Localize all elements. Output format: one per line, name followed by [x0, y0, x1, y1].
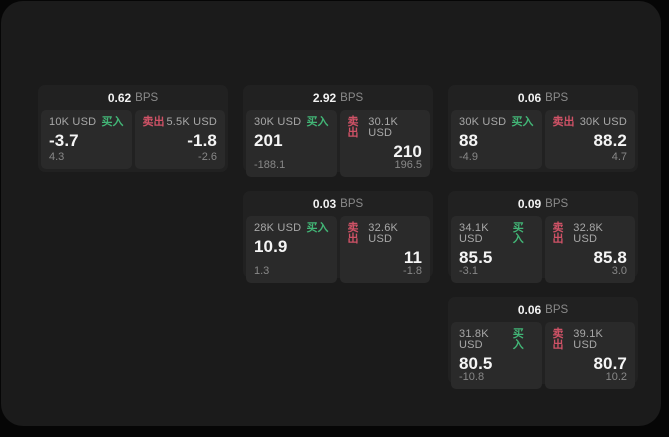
buy-action-label[interactable]: 买入: [306, 222, 329, 234]
buy-sub-value: -4.9: [459, 151, 478, 163]
sell-price: -1.8: [187, 131, 217, 150]
buy-sub-value: -188.1: [254, 159, 286, 171]
buy-sub-value: -3.1: [459, 265, 478, 277]
sell-amount: 32.6K USD: [368, 222, 399, 245]
spread-value: 2.92: [312, 90, 337, 105]
panels-row: 10K USD 买入 -3.7 4.3 卖出 5.5K USD -1.8 -2.…: [38, 108, 228, 172]
card-header: 0.09 BPS: [448, 191, 638, 214]
sell-sub-value: 196.5: [394, 159, 422, 171]
sell-sub-value: 4.7: [611, 151, 627, 163]
sell-price: 210: [393, 142, 422, 161]
spread-value: 0.09: [517, 196, 542, 211]
buy-action-label[interactable]: 买入: [511, 116, 534, 128]
sell-panel[interactable]: 卖出 32.6K USD 11 -1.8: [339, 216, 430, 283]
sell-sub-value: -2.6: [198, 151, 217, 163]
buy-action-label[interactable]: 买入: [512, 222, 524, 245]
buy-action-label[interactable]: 买入: [306, 116, 329, 128]
buy-action-label[interactable]: 买入: [101, 116, 124, 128]
spread-value: 0.06: [517, 90, 542, 105]
buy-sub-value: -10.8: [459, 371, 485, 383]
buy-price: 88: [459, 131, 479, 150]
sell-price: 88.2: [593, 131, 627, 150]
sell-sub-value: 3.0: [611, 265, 627, 277]
sell-action-label[interactable]: 卖出: [552, 116, 575, 128]
buy-action-label[interactable]: 买入: [512, 328, 524, 351]
quote-card: 0.09 BPS 34.1K USD 买入 85.5 -3.1 卖出 32.8K…: [448, 191, 638, 283]
sell-amount: 39.1K USD: [573, 328, 604, 351]
buy-amount: 30K USD: [254, 116, 302, 128]
card-header: 2.92 BPS: [243, 85, 433, 108]
app-window: 0.62 BPS 10K USD 买入 -3.7 4.3 卖出 5.5K USD: [1, 1, 661, 426]
panels-row: 30K USD 买入 88 -4.9 卖出 30K USD 88.2 4.7: [448, 108, 638, 172]
buy-price: 201: [254, 131, 283, 150]
sell-action-label[interactable]: 卖出: [552, 222, 564, 245]
buy-amount: 28K USD: [254, 222, 302, 234]
spread-unit-label: BPS: [545, 303, 569, 316]
spread-value: 0.06: [517, 302, 542, 317]
buy-panel[interactable]: 31.8K USD 买入 80.5 -10.8: [451, 322, 542, 389]
buy-sub-value: 1.3: [254, 265, 270, 277]
sell-sub-value: -1.8: [403, 265, 422, 277]
sell-amount: 30K USD: [579, 116, 627, 128]
sell-amount: 30.1K USD: [368, 116, 399, 139]
quote-card: 0.06 BPS 30K USD 买入 88 -4.9 卖出 30K USD: [448, 85, 638, 172]
quote-card: 0.06 BPS 31.8K USD 买入 80.5 -10.8 卖出 39.1…: [448, 297, 638, 389]
panels-row: 30K USD 买入 201 -188.1 卖出 30.1K USD 210 1…: [243, 108, 433, 180]
sell-action-label[interactable]: 卖出: [142, 116, 165, 128]
quote-card: 0.62 BPS 10K USD 买入 -3.7 4.3 卖出 5.5K USD: [38, 85, 228, 172]
sell-price: 80.7: [593, 354, 627, 373]
buy-amount: 31.8K USD: [459, 328, 489, 351]
quote-card-grid: 0.62 BPS 10K USD 买入 -3.7 4.3 卖出 5.5K USD: [38, 85, 638, 389]
spread-value: 0.62: [107, 90, 132, 105]
sell-price: 11: [403, 248, 422, 267]
buy-amount: 10K USD: [49, 116, 97, 128]
panels-row: 28K USD 买入 10.9 1.3 卖出 32.6K USD 11 -1.8: [243, 214, 433, 286]
sell-price: 85.8: [593, 248, 627, 267]
card-header: 0.06 BPS: [448, 297, 638, 320]
sell-panel[interactable]: 卖出 30.1K USD 210 196.5: [339, 110, 430, 177]
buy-panel[interactable]: 28K USD 买入 10.9 1.3: [246, 216, 337, 283]
sell-amount: 32.8K USD: [573, 222, 604, 245]
sell-panel[interactable]: 卖出 39.1K USD 80.7 10.2: [544, 322, 635, 389]
buy-amount: 30K USD: [459, 116, 507, 128]
sell-action-label[interactable]: 卖出: [347, 222, 359, 245]
spread-unit-label: BPS: [135, 91, 159, 104]
sell-panel[interactable]: 卖出 30K USD 88.2 4.7: [544, 110, 635, 169]
buy-price: 80.5: [459, 354, 493, 373]
sell-sub-value: 10.2: [605, 371, 627, 383]
sell-action-label[interactable]: 卖出: [347, 116, 359, 139]
quote-card: 2.92 BPS 30K USD 买入 201 -188.1 卖出 30.1K …: [243, 85, 433, 177]
buy-price: 10.9: [254, 237, 288, 256]
buy-amount: 34.1K USD: [459, 222, 489, 245]
card-header: 0.03 BPS: [243, 191, 433, 214]
buy-panel[interactable]: 30K USD 买入 201 -188.1: [246, 110, 337, 177]
sell-panel[interactable]: 卖出 5.5K USD -1.8 -2.6: [134, 110, 225, 169]
panels-row: 31.8K USD 买入 80.5 -10.8 卖出 39.1K USD 80.…: [448, 320, 638, 392]
buy-price: 85.5: [459, 248, 493, 267]
buy-panel[interactable]: 34.1K USD 买入 85.5 -3.1: [451, 216, 542, 283]
buy-panel[interactable]: 10K USD 买入 -3.7 4.3: [41, 110, 132, 169]
sell-amount: 5.5K USD: [166, 116, 217, 128]
spread-unit-label: BPS: [545, 91, 569, 104]
sell-action-label[interactable]: 卖出: [552, 328, 564, 351]
spread-unit-label: BPS: [340, 91, 364, 104]
spread-unit-label: BPS: [340, 197, 364, 210]
quote-card: 0.03 BPS 28K USD 买入 10.9 1.3 卖出 32.6K US…: [243, 191, 433, 283]
spread-unit-label: BPS: [545, 197, 569, 210]
card-header: 0.06 BPS: [448, 85, 638, 108]
sell-panel[interactable]: 卖出 32.8K USD 85.8 3.0: [544, 216, 635, 283]
buy-price: -3.7: [49, 131, 79, 150]
panels-row: 34.1K USD 买入 85.5 -3.1 卖出 32.8K USD 85.8…: [448, 214, 638, 286]
spread-value: 0.03: [312, 196, 337, 211]
card-header: 0.62 BPS: [38, 85, 228, 108]
buy-panel[interactable]: 30K USD 买入 88 -4.9: [451, 110, 542, 169]
buy-sub-value: 4.3: [49, 151, 65, 163]
